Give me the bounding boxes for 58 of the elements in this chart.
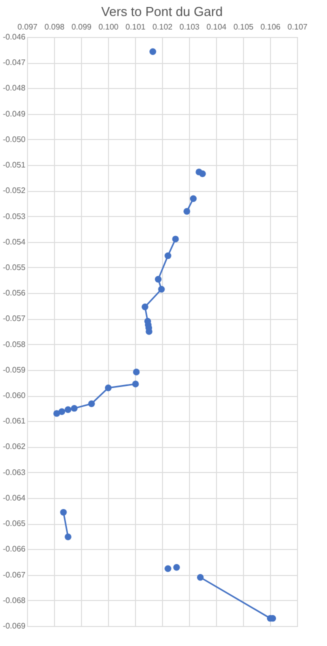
point (196, 574, 204, 581)
x-tick-label: 0.097 (17, 22, 38, 32)
point (164, 565, 172, 572)
point (164, 252, 172, 260)
point (104, 384, 112, 392)
x-tick-label: 0.106 (260, 22, 282, 32)
point (142, 304, 148, 310)
y-tick-label: -0.050 (2, 134, 26, 144)
point (70, 404, 78, 412)
y-tick-label: -0.065 (2, 519, 26, 528)
x-tick-label: 0.104 (206, 22, 228, 32)
point (64, 406, 72, 413)
y-tick-label: -0.061 (2, 416, 26, 426)
y-tick-label: -0.067 (2, 570, 26, 580)
point (132, 380, 139, 388)
y-tick-label: -0.047 (2, 58, 26, 68)
y-tick-label: -0.069 (2, 622, 26, 630)
y-tick-label: -0.049 (2, 109, 26, 118)
y-tick-label: -0.066 (2, 544, 26, 554)
y-tick-label: -0.054 (2, 237, 26, 246)
point (60, 508, 67, 516)
x-tick-label: 0.103 (179, 22, 200, 32)
x-tick-label: 0.099 (71, 22, 92, 32)
x-tick-label: 0.107 (287, 22, 308, 32)
x-tick-label: 0.100 (98, 22, 120, 32)
point (190, 195, 197, 202)
point (183, 208, 190, 215)
x-tick-label: 0.098 (44, 22, 66, 32)
y-tick-label: -0.046 (2, 32, 26, 42)
y-tick-label: -0.064 (2, 493, 26, 502)
point (173, 564, 180, 571)
y-tick-label: -0.063 (2, 468, 26, 477)
point (53, 410, 60, 417)
point (158, 286, 165, 293)
point (149, 48, 156, 55)
y-tick-label: -0.051 (2, 160, 26, 170)
y-tick-label: -0.060 (2, 391, 26, 400)
point (64, 534, 72, 540)
y-tick-label: -0.055 (2, 262, 26, 272)
chart-title: Vers to Pont du Gard (101, 4, 223, 19)
y-tick-label: -0.062 (2, 442, 26, 452)
point (146, 328, 152, 335)
y-tick-label: -0.058 (2, 340, 26, 349)
y-tick-label: -0.052 (2, 186, 26, 196)
y-tick-label: -0.057 (2, 314, 26, 324)
x-tick-label: 0.101 (125, 22, 146, 32)
x-tick-label: 0.105 (233, 22, 254, 32)
point (154, 276, 162, 283)
y-tick-label: -0.048 (2, 84, 26, 93)
y-tick-label: -0.068 (2, 596, 26, 605)
x-tick-label: 0.102 (152, 22, 174, 32)
y-tick-label: -0.053 (2, 212, 26, 221)
point (132, 368, 140, 376)
y-tick-label: -0.056 (2, 288, 26, 298)
y-tick-label: -0.059 (2, 365, 26, 374)
point (172, 236, 179, 242)
point (199, 170, 206, 178)
point (88, 400, 95, 408)
